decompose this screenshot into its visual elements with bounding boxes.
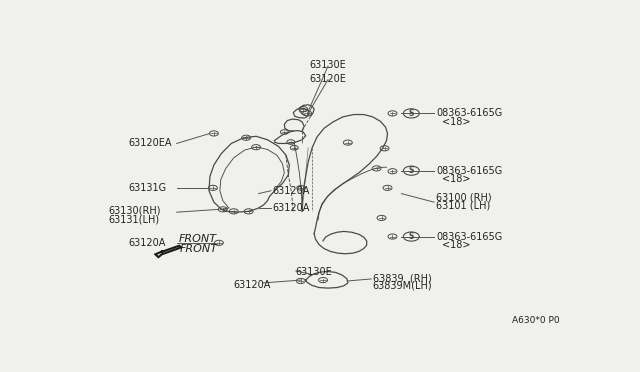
Text: 08363-6165G: 08363-6165G xyxy=(436,166,502,176)
Text: A630*0 P0: A630*0 P0 xyxy=(511,316,559,325)
Text: S: S xyxy=(409,109,414,118)
Text: 63130(RH): 63130(RH) xyxy=(109,206,161,216)
Text: <18>: <18> xyxy=(442,240,470,250)
Text: 63120A: 63120A xyxy=(273,203,310,213)
Text: S: S xyxy=(409,232,414,241)
Text: 63120E: 63120E xyxy=(310,74,346,84)
Text: FRONT: FRONT xyxy=(180,244,218,254)
Text: 63120A: 63120A xyxy=(234,280,271,290)
Text: 08363-6165G: 08363-6165G xyxy=(436,108,502,118)
Text: 63130E: 63130E xyxy=(310,60,346,70)
Text: 63120A: 63120A xyxy=(273,186,310,196)
Text: 63131G: 63131G xyxy=(129,183,167,193)
Text: 63101 (LH): 63101 (LH) xyxy=(436,201,490,211)
Text: 63100 (RH): 63100 (RH) xyxy=(436,193,492,203)
Text: 63130E: 63130E xyxy=(296,267,333,278)
Text: <18>: <18> xyxy=(442,117,470,127)
Text: 63131(LH): 63131(LH) xyxy=(109,214,160,224)
Text: FRONT: FRONT xyxy=(179,234,217,244)
Text: 08363-6165G: 08363-6165G xyxy=(436,231,502,241)
Text: 63839  (RH): 63839 (RH) xyxy=(372,273,431,283)
Text: 63120A: 63120A xyxy=(129,238,166,248)
Text: S: S xyxy=(409,166,414,175)
Text: 63120EA: 63120EA xyxy=(129,138,172,148)
Text: <18>: <18> xyxy=(442,174,470,184)
Text: 63839M(LH): 63839M(LH) xyxy=(372,281,432,291)
